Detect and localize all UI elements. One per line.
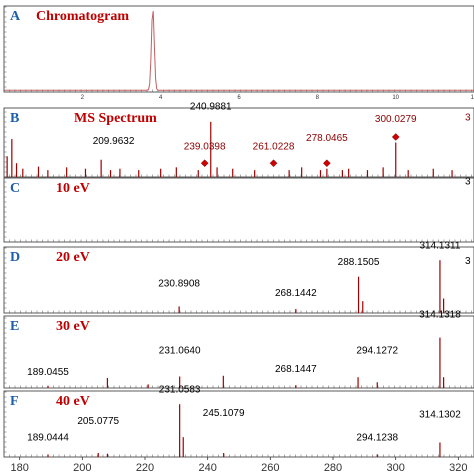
panel-f-peak-label: 231.0583 — [159, 384, 201, 395]
panel-d-peak-label: 3 — [465, 256, 471, 267]
panel-f-peak-label: 205.0775 — [77, 416, 119, 427]
panel-f-peak-label: 245.1079 — [203, 408, 245, 419]
panel-d-peak-label: 268.1442 — [275, 288, 317, 299]
panel-a-letter: A — [10, 9, 21, 24]
panel-b-peak-label: 3 — [465, 112, 471, 123]
panel-f-x-tick: 180 — [10, 462, 28, 474]
panel-e-title: 30 eV — [56, 319, 90, 334]
panel-a-x-tick: 2 — [81, 95, 85, 101]
panel-a-x-tick: 4 — [159, 95, 163, 101]
panel-c-letter: C — [10, 181, 20, 196]
panel-b-marker — [323, 159, 331, 168]
panel-d-peak-label: 288.1505 — [338, 257, 380, 268]
panel-f-frame — [3, 390, 474, 458]
panel-e-peak-label: 268.1447 — [275, 364, 317, 375]
panel-c-frame — [3, 177, 474, 243]
panel-b-peak-label: 261.0228 — [253, 141, 295, 152]
panel-f-letter: F — [10, 394, 19, 409]
panel-e-peak-label: 294.1272 — [356, 345, 398, 356]
panel-b-minor-ticks — [3, 111, 472, 178]
panel-b-peak-label: 209.9632 — [93, 136, 135, 147]
panel-d-title: 20 eV — [56, 250, 90, 265]
panel-f-peak-label: 189.0444 — [27, 433, 69, 444]
panel-a-x-tick: 6 — [237, 95, 241, 101]
panel-f-x-tick: 200 — [73, 462, 91, 474]
panel-d-peak-label: 314.1311 — [419, 240, 460, 251]
chromatogram-trace — [4, 10, 474, 91]
panel-f-peak-label: 294.1238 — [356, 433, 398, 444]
panel-a-x-tick: 12 — [471, 95, 474, 101]
panel-b-marker — [269, 159, 278, 168]
panel-b-peak-label: 300.0279 — [375, 114, 417, 125]
panel-f-x-tick: 280 — [324, 462, 342, 474]
panel-f-title: 40 eV — [56, 394, 90, 409]
panel-d-peak-label: 230.8908 — [158, 279, 200, 290]
panel-b-marker — [391, 133, 400, 141]
panel-a-x-tick: 10 — [392, 95, 399, 101]
panel-a-title: Chromatogram — [36, 9, 129, 24]
panel-d-frame — [3, 246, 474, 314]
panel-b-title: MS Spectrum — [74, 111, 157, 126]
panel-f-x-tick: 260 — [261, 462, 279, 474]
panel-f-x-tick: 240 — [198, 462, 216, 474]
panel-b-peak-label: 239.0398 — [184, 141, 226, 152]
panel-a-x-tick: 8 — [316, 95, 320, 101]
panel-e-frame — [3, 315, 474, 389]
panel-d-letter: D — [10, 250, 20, 265]
panel-e-peak-label: 314.1318 — [419, 309, 461, 320]
panel-b-peak-label: 240.9881 — [190, 101, 232, 112]
panel-b-frame — [3, 107, 474, 178]
panel-b-peak-label: 278.0465 — [306, 133, 348, 144]
panel-c-minor-ticks — [3, 181, 472, 243]
panel-f-x-tick: 320 — [449, 462, 467, 474]
panel-b-letter: B — [10, 111, 19, 126]
panel-e-peak-label: 231.0640 — [159, 345, 201, 356]
panel-b-marker — [200, 159, 209, 168]
panel-c-peak-label: 3 — [465, 176, 471, 187]
panel-a-frame — [3, 5, 474, 93]
panel-f-x-tick: 220 — [136, 462, 154, 474]
panel-f-x-tick: 300 — [386, 462, 404, 474]
panel-e-peak-label: 189.0455 — [27, 367, 69, 378]
panel-c-title: 10 eV — [56, 181, 90, 196]
panel-e-letter: E — [10, 319, 19, 334]
panel-f-minor-ticks — [3, 391, 472, 458]
panel-d-minor-ticks — [3, 247, 472, 314]
panel-f-peak-label: 314.1302 — [419, 409, 461, 420]
